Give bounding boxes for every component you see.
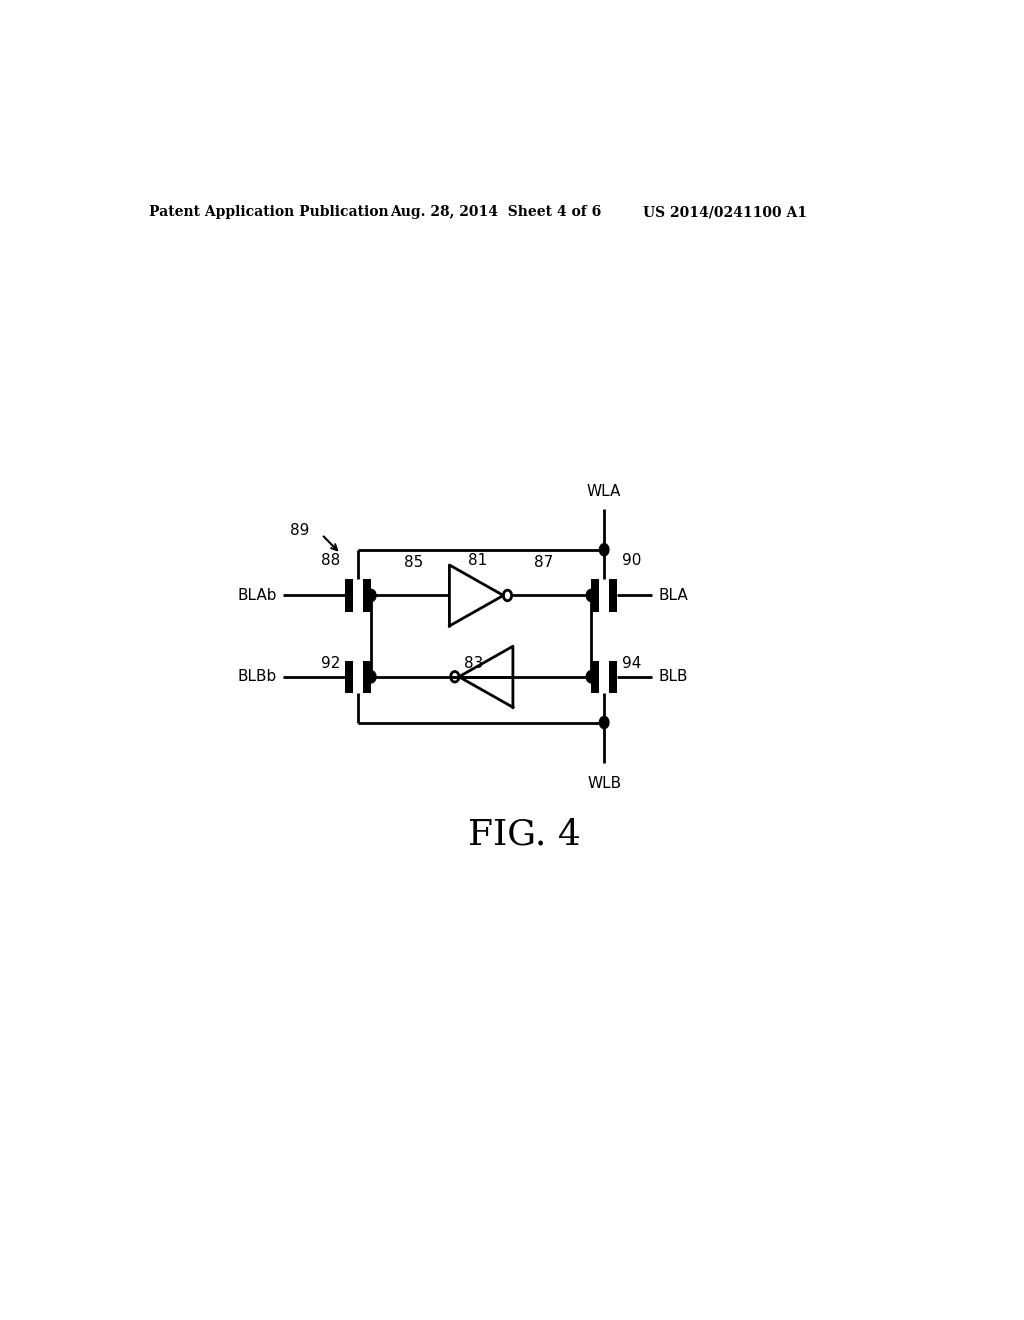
Text: WLA: WLA xyxy=(587,484,622,499)
Text: 90: 90 xyxy=(623,553,642,568)
Circle shape xyxy=(599,717,609,729)
Text: 94: 94 xyxy=(623,656,642,672)
Bar xyxy=(609,579,617,611)
Text: US 2014/0241100 A1: US 2014/0241100 A1 xyxy=(643,206,807,219)
Text: BLB: BLB xyxy=(658,669,688,684)
Text: 89: 89 xyxy=(290,523,309,539)
Circle shape xyxy=(587,589,596,602)
Bar xyxy=(364,660,372,693)
Circle shape xyxy=(599,544,609,556)
Text: 85: 85 xyxy=(404,554,423,570)
Text: BLBb: BLBb xyxy=(238,669,278,684)
Text: FIG. 4: FIG. 4 xyxy=(468,817,582,851)
Bar xyxy=(364,579,372,611)
Text: BLA: BLA xyxy=(658,587,688,603)
Text: 83: 83 xyxy=(464,656,483,672)
Text: 81: 81 xyxy=(468,553,487,568)
Text: BLAb: BLAb xyxy=(238,587,278,603)
Text: Aug. 28, 2014  Sheet 4 of 6: Aug. 28, 2014 Sheet 4 of 6 xyxy=(390,206,601,219)
Circle shape xyxy=(587,671,596,682)
Bar xyxy=(591,579,599,611)
Text: WLB: WLB xyxy=(587,776,622,792)
Text: 87: 87 xyxy=(535,554,553,570)
Circle shape xyxy=(367,589,376,602)
Bar xyxy=(591,660,599,693)
Bar xyxy=(345,579,353,611)
Circle shape xyxy=(367,671,376,682)
Text: 88: 88 xyxy=(322,553,341,568)
Bar xyxy=(345,660,353,693)
Text: 92: 92 xyxy=(322,656,341,672)
Bar xyxy=(609,660,617,693)
Text: Patent Application Publication: Patent Application Publication xyxy=(150,206,389,219)
